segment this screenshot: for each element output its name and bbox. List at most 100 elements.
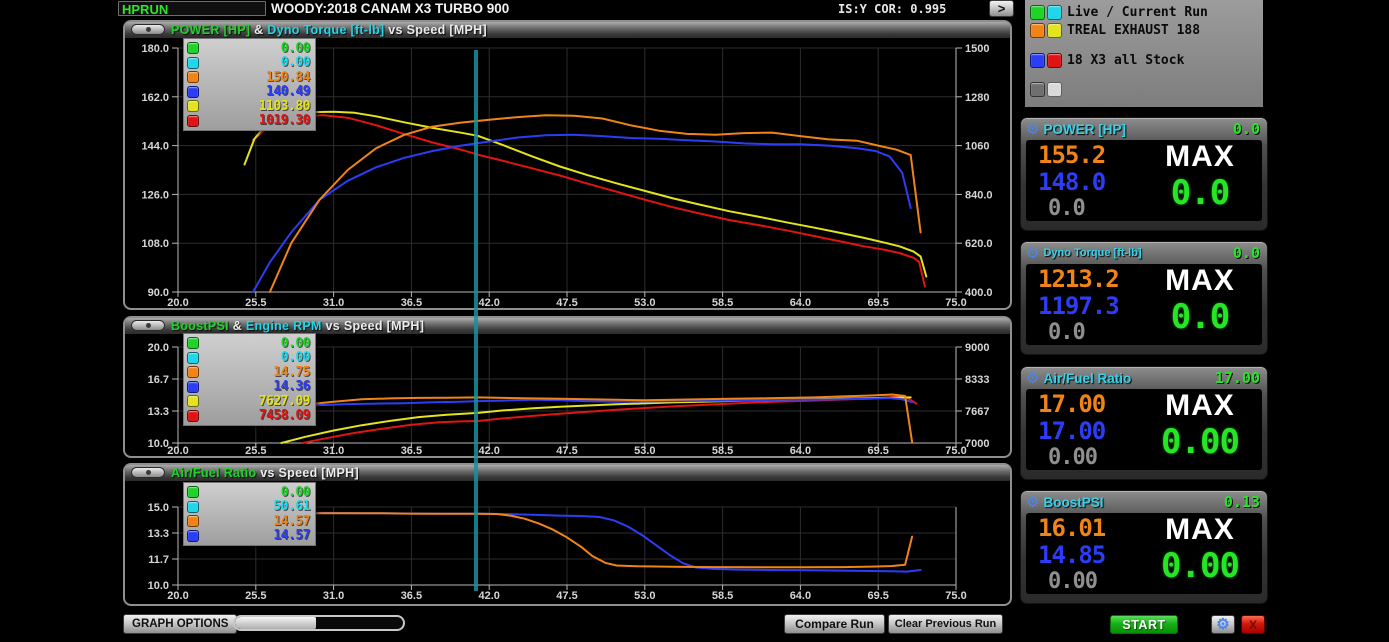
svg-text:10.0: 10.0 xyxy=(148,580,169,592)
chart-title-part: POWER [HP] xyxy=(171,23,250,37)
svg-text:7000: 7000 xyxy=(965,438,989,450)
gear-icon[interactable]: ⚙ xyxy=(1026,371,1039,386)
run2-max-value: 17.00 xyxy=(1038,418,1138,445)
settings-button[interactable]: ⚙ xyxy=(1211,615,1235,634)
yellow-swatch xyxy=(1047,23,1062,38)
chart-title: POWER [HP] & Dyno Torque [ft-lb] vs Spee… xyxy=(171,23,487,37)
cyan-swatch xyxy=(1047,5,1062,20)
cursor-value: 0.00 xyxy=(281,350,310,365)
chart-panel-boost-rpm: BoostPSI & Engine RPM vs Speed [MPH] 0.0… xyxy=(123,316,1012,458)
svg-text:36.5: 36.5 xyxy=(401,297,422,308)
run-legend-row[interactable] xyxy=(1030,81,1067,98)
graph-options-button[interactable]: GRAPH OPTIONS xyxy=(123,614,237,634)
cursor-value: 14.36 xyxy=(273,379,310,394)
red-swatch xyxy=(187,115,199,127)
cursor-value: 7627.09 xyxy=(259,394,310,409)
chart-collapse-button[interactable] xyxy=(131,320,165,331)
svg-text:47.5: 47.5 xyxy=(556,297,577,308)
live-max-value: 0.0 xyxy=(1171,296,1229,338)
blue-swatch xyxy=(187,381,199,393)
run2-max-value: 148.0 xyxy=(1038,169,1138,196)
stat-panel-dyno-torque-ft-lb: ⚙Dyno Torque [ft-lb]0.01213.21197.30.0MA… xyxy=(1020,241,1268,355)
cursor-legend-row: 0.00 xyxy=(187,336,310,351)
svg-text:8333: 8333 xyxy=(965,374,989,386)
svg-text:144.0: 144.0 xyxy=(141,141,169,153)
cursor-value: 0.00 xyxy=(281,41,310,56)
gear-icon[interactable]: ⚙ xyxy=(1026,246,1039,261)
chart-title-part: vs Speed [MPH] xyxy=(322,319,424,333)
cursor-legend-row: 7627.09 xyxy=(187,394,310,409)
svg-text:75.0: 75.0 xyxy=(945,297,966,308)
series-red xyxy=(253,115,925,286)
stat-run-maxes: 17.0017.000.00 xyxy=(1026,389,1138,470)
chart-collapse-button[interactable] xyxy=(131,24,165,35)
svg-text:64.0: 64.0 xyxy=(790,590,811,602)
live-max-value: 0.0 xyxy=(1171,172,1229,214)
cursor-legend-row: 1103.80 xyxy=(187,99,310,114)
cyan-swatch xyxy=(187,57,199,69)
svg-text:58.5: 58.5 xyxy=(712,297,733,308)
compare-run-button[interactable]: Compare Run xyxy=(784,614,885,634)
svg-text:1500: 1500 xyxy=(965,43,989,55)
stat-panel-title: BoostPSI xyxy=(1043,495,1103,510)
run-legend-row[interactable]: TREAL EXHAUST 188 xyxy=(1030,22,1200,39)
cursor-line[interactable] xyxy=(474,50,478,591)
green-swatch xyxy=(1030,5,1045,20)
run-title: WOODY:2018 CANAM X3 TURBO 900 xyxy=(271,1,509,16)
svg-text:31.0: 31.0 xyxy=(323,297,344,308)
orange-swatch xyxy=(187,366,199,378)
stat-panel-air-fuel-ratio: ⚙Air/Fuel Ratio17.0017.0017.000.00MAX0.0… xyxy=(1020,366,1268,480)
svg-text:9000: 9000 xyxy=(965,342,989,354)
cyan-swatch xyxy=(187,352,199,364)
svg-text:20.0: 20.0 xyxy=(148,342,169,354)
chart-panel-air-fuel: Air/Fuel Ratio vs Speed [MPH] 0.0050.611… xyxy=(123,463,1012,606)
svg-text:75.0: 75.0 xyxy=(945,590,966,602)
run-legend-row[interactable]: 18 X3 all Stock xyxy=(1030,52,1184,69)
svg-text:75.0: 75.0 xyxy=(945,445,966,456)
chart-title-part: Engine RPM xyxy=(246,319,322,333)
stat-live-value: 0.13 xyxy=(1224,493,1260,511)
clear-previous-run-button[interactable]: Clear Previous Run xyxy=(888,614,1003,634)
stat-max-block: MAX0.00 xyxy=(1138,389,1262,470)
gear-icon[interactable]: ⚙ xyxy=(1026,495,1039,510)
stat-max-block: MAX0.00 xyxy=(1138,513,1262,594)
chart-title-part: vs Speed [MPH] xyxy=(385,23,487,37)
run-progress-bar xyxy=(233,615,405,631)
svg-text:400.0: 400.0 xyxy=(965,287,993,299)
stat-panel-header: ⚙POWER [HP]0.0 xyxy=(1021,118,1267,139)
svg-text:10.0: 10.0 xyxy=(148,438,169,450)
chart-collapse-button[interactable] xyxy=(131,467,165,478)
yellow-swatch xyxy=(187,395,199,407)
stat-live-value: 17.00 xyxy=(1215,369,1260,387)
chart-cursor-legend: 0.0050.6114.5714.57 xyxy=(183,482,316,546)
pill-dot-icon xyxy=(146,27,151,32)
run1-max-value: 16.01 xyxy=(1038,515,1138,542)
cursor-value: 50.61 xyxy=(273,499,310,514)
svg-text:13.3: 13.3 xyxy=(148,406,169,418)
run-mode-selector[interactable]: HPRUN xyxy=(118,1,266,16)
cursor-legend-row: 50.61 xyxy=(187,500,310,515)
svg-text:16.7: 16.7 xyxy=(148,374,169,386)
start-button[interactable]: START xyxy=(1110,615,1178,634)
next-button[interactable]: > xyxy=(989,0,1014,17)
svg-text:20.0: 20.0 xyxy=(167,445,188,456)
yellow-swatch xyxy=(187,100,199,112)
chart-title: Air/Fuel Ratio vs Speed [MPH] xyxy=(171,466,359,480)
max-label: MAX xyxy=(1165,265,1235,296)
chart-titlebar: POWER [HP] & Dyno Torque [ft-lb] vs Spee… xyxy=(125,22,1010,38)
cursor-legend-row: 1019.30 xyxy=(187,114,310,129)
close-button[interactable]: X xyxy=(1241,615,1265,634)
svg-text:7667: 7667 xyxy=(965,406,989,418)
cursor-value: 0.00 xyxy=(281,336,310,351)
run-legend-row[interactable]: Live / Current Run xyxy=(1030,4,1208,21)
gear-icon[interactable]: ⚙ xyxy=(1026,122,1039,137)
green-swatch xyxy=(187,337,199,349)
chart-panel-power-torque: POWER [HP] & Dyno Torque [ft-lb] vs Spee… xyxy=(123,20,1012,310)
svg-text:42.0: 42.0 xyxy=(478,590,499,602)
svg-text:13.3: 13.3 xyxy=(148,528,169,540)
max-label: MAX xyxy=(1165,141,1235,172)
stat-panel-title: Air/Fuel Ratio xyxy=(1043,371,1131,386)
svg-text:162.0: 162.0 xyxy=(141,92,169,104)
red-swatch xyxy=(187,410,199,422)
svg-text:15.0: 15.0 xyxy=(148,502,169,514)
